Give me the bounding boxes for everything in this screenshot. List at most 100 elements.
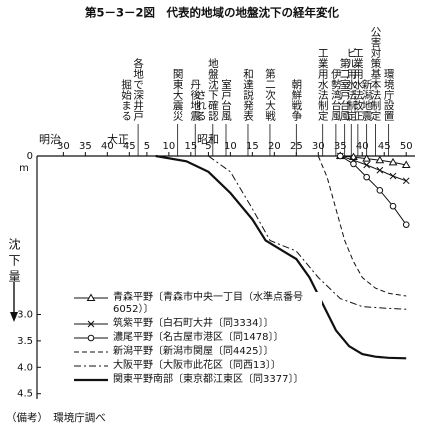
legend-swatch [74, 293, 108, 301]
x-tick-label: 50 [400, 141, 413, 152]
marker [362, 154, 372, 162]
legend-item: 関東平野南部〔東京都江東区〔同3377〕〕 [72, 374, 322, 386]
legend-item: 筑紫平野〔白石町大井〔同3334〕〕 [72, 318, 322, 330]
x-tick-label: 45 [378, 141, 391, 152]
data-point [207, 170, 210, 173]
annotation-text: 新潟地震 [361, 79, 373, 122]
legend-item: 新潟平野〔新潟市関屋〔同4425〕〕 [72, 346, 322, 358]
x-tick-label: 35 [79, 141, 92, 152]
marker [376, 166, 384, 174]
y-label-arrowhead [10, 312, 18, 322]
x-tick-label: 30 [312, 141, 325, 152]
legend-label: 濃尾平野〔名古屋市港区〔同1478〕〕 [113, 332, 284, 343]
data-point [405, 308, 408, 311]
data-point [348, 345, 351, 348]
marker [87, 320, 95, 328]
annotation-text: 工業用水法改正 [352, 48, 364, 122]
annotation-text: 環境庁設置 [383, 69, 395, 122]
annotation-text: 丹後地震 [189, 79, 201, 122]
data-point [339, 297, 342, 300]
data-point [361, 305, 364, 308]
data-point [251, 207, 254, 210]
y-tick-label: 3.0 [17, 309, 33, 320]
data-point [282, 250, 285, 253]
x-tick-label: 5 [205, 141, 211, 152]
data-point [251, 218, 254, 221]
annotation-text: 伊勢湾台風 [330, 69, 342, 122]
legend-label: 大阪平野〔大阪市此花区〔同西13〕〕 [113, 360, 281, 371]
legend-item: 青森平野〔青森市中央一丁目（水準点番号6052）〕 [72, 292, 322, 316]
legend-item: 濃尾平野〔名古屋市港区〔同1478〕〕 [72, 332, 322, 344]
marker [86, 293, 96, 301]
annotation-text: 地盤沈下確認 [207, 57, 219, 122]
legend-label: 青森平野〔青森市中央一丁目（水準点番号6052）〕 [113, 292, 303, 315]
data-point [185, 160, 188, 163]
data-point [295, 250, 298, 253]
series-line [317, 155, 407, 297]
annotation-text: 第二室戸台風 [339, 57, 351, 122]
series-line [340, 155, 407, 182]
data-point [352, 260, 355, 263]
data-point [405, 294, 408, 297]
y-axis-label: 沈下量 [7, 237, 21, 286]
legend-swatch [74, 351, 108, 353]
annotation-text: される [195, 90, 207, 122]
x-tick-label: 40 [356, 141, 369, 152]
data-point [374, 287, 377, 290]
legend-label: 関東平野南部〔東京都江東区〔同3377〕〕 [113, 374, 304, 385]
data-point [317, 276, 320, 279]
legend-label: 新潟平野〔新潟市関屋〔同4425〕〕 [113, 346, 274, 357]
legend-swatch [74, 334, 108, 342]
legend-swatch [74, 320, 108, 328]
data-point [326, 176, 329, 179]
annotation-text: 関東大震災 [172, 69, 184, 122]
marker [389, 202, 397, 210]
data-point [229, 191, 232, 194]
x-tick-label: 10 [224, 141, 237, 152]
marker [375, 155, 385, 164]
data-point [207, 155, 210, 158]
annotation-text: 掘始まる [120, 78, 132, 121]
y-tick-label: 4.0 [17, 362, 33, 373]
marker [376, 187, 384, 194]
x-tick-label: 45 [123, 141, 136, 152]
data-point [317, 155, 320, 158]
data-point [295, 258, 298, 261]
legend-item: 大阪平野〔大阪市此花区〔同西13〕〕 [72, 360, 322, 372]
marker [336, 152, 344, 160]
data-point [264, 239, 267, 242]
annotation-text: 室戸台風 [220, 79, 232, 122]
y-tick-label: 4.5 [17, 389, 33, 400]
data-point [343, 239, 346, 242]
annotation-text: 工業用水法制定 [317, 48, 329, 122]
era-label: 明治 [39, 132, 61, 146]
legend-swatch [74, 378, 108, 382]
marker [402, 221, 410, 228]
data-point [383, 307, 386, 310]
data-point [405, 357, 408, 360]
y-unit: m [19, 163, 29, 174]
x-tick-label: 10 [162, 141, 175, 152]
legend-swatch [74, 365, 108, 367]
data-point [334, 207, 337, 210]
marker [402, 177, 410, 185]
annotation-text: 第二次大戦 [264, 68, 276, 122]
data-point [361, 353, 364, 356]
series-line [340, 155, 407, 225]
annotation-text: 朝鮮戦争 [290, 79, 302, 121]
data-point [334, 329, 337, 332]
data-point [361, 276, 364, 279]
annotation-text: ビル用水法制定 [345, 48, 357, 122]
series-line [208, 155, 407, 310]
y-tick-label: 0 [27, 151, 33, 162]
x-tick-label: 15 [184, 141, 197, 152]
marker [389, 172, 397, 180]
era-label: 昭和 [197, 133, 219, 146]
annotation-text: 各地で深井戸 [132, 57, 144, 122]
x-tick-label: 20 [268, 141, 281, 152]
data-point [308, 276, 311, 279]
marker [401, 160, 411, 168]
x-tick-label: 30 [57, 141, 70, 152]
